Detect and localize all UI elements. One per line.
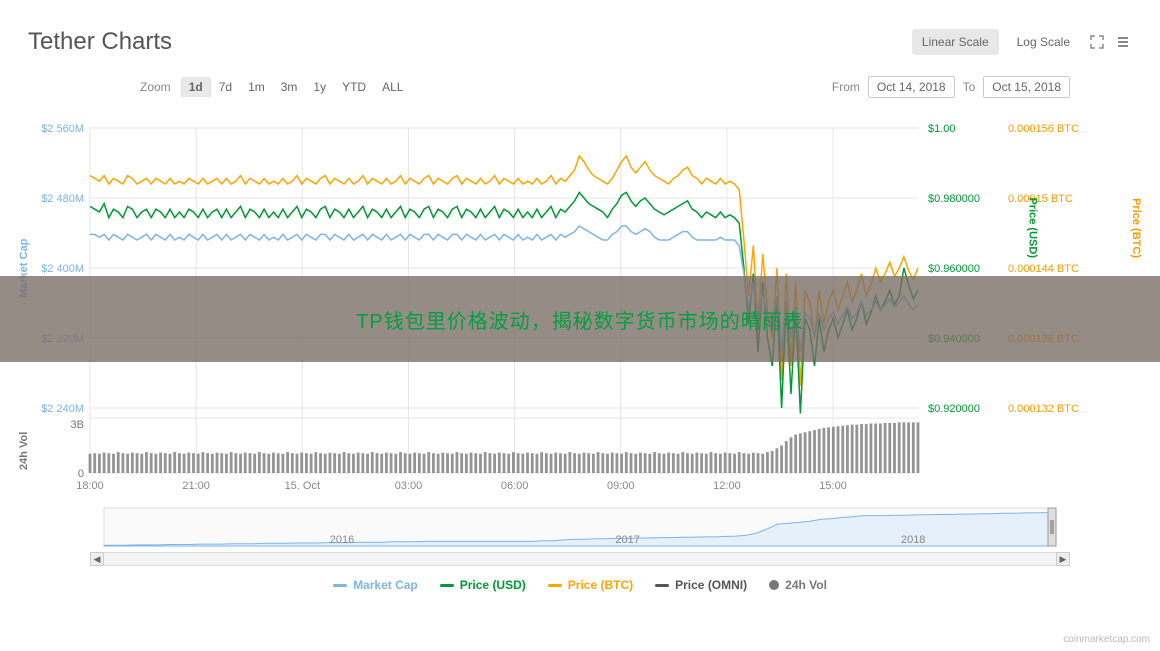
usd-axis-label: Price (USD) [1027,197,1039,258]
svg-text:03:00: 03:00 [395,480,423,492]
svg-text:0.00015 BTC: 0.00015 BTC [1008,193,1073,205]
zoom-1y-button[interactable]: 1y [305,77,334,97]
to-date-input[interactable]: Oct 15, 2018 [983,76,1070,98]
svg-text:$1.00: $1.00 [928,123,956,135]
fullscreen-icon[interactable] [1088,33,1106,51]
zoom-all-button[interactable]: ALL [374,77,411,97]
nav-right-arrow-icon[interactable]: ▶ [1056,552,1070,566]
zoom-7d-button[interactable]: 7d [211,77,240,97]
volume-axis-label: 24h Vol [18,432,30,470]
svg-text:$2 400M: $2 400M [41,263,84,275]
svg-text:0.000144 BTC: 0.000144 BTC [1008,263,1079,275]
svg-text:18:00: 18:00 [76,480,104,492]
overlay-text: TP钱包里价格波动，揭秘数字货币市场的晴雨表 [356,305,804,334]
zoom-1d-button[interactable]: 1d [181,77,211,97]
svg-text:$2 240M: $2 240M [41,403,84,415]
zoom-ytd-button[interactable]: YTD [334,77,374,97]
navigator-chart[interactable]: 2016 2017 2018 ◀ ▶ [90,506,1070,566]
svg-text:12:00: 12:00 [713,480,741,492]
from-date-input[interactable]: Oct 14, 2018 [868,76,955,98]
watermark: coinmarketcap.com [1063,634,1150,645]
svg-text:3B: 3B [71,419,84,431]
menu-icon[interactable] [1114,33,1132,51]
nav-left-arrow-icon[interactable]: ◀ [90,552,104,566]
svg-text:2018: 2018 [901,534,925,546]
linear-scale-button[interactable]: Linear Scale [912,29,999,55]
svg-text:2016: 2016 [330,534,354,546]
legend-24h-vol[interactable]: 24h Vol [769,578,827,592]
legend-price-usd-[interactable]: Price (USD) [440,578,526,592]
log-scale-button[interactable]: Log Scale [1007,29,1080,55]
zoom-1m-button[interactable]: 1m [240,77,273,97]
svg-text:$0.960000: $0.960000 [928,263,980,275]
overlay-banner: TP钱包里价格波动，揭秘数字货币市场的晴雨表 [0,276,1160,362]
svg-text:15:00: 15:00 [819,480,847,492]
from-label: From [832,80,860,94]
to-label: To [963,80,976,94]
svg-text:21:00: 21:00 [182,480,210,492]
svg-text:0.000132 BTC: 0.000132 BTC [1008,403,1079,415]
svg-text:06:00: 06:00 [501,480,529,492]
btc-axis-label: Price (BTC) [1130,198,1142,258]
legend: Market Cap Price (USD) Price (BTC) Price (O… [0,566,1160,598]
date-range: From Oct 14, 2018 To Oct 15, 2018 [832,76,1070,98]
svg-text:2017: 2017 [615,534,639,546]
svg-text:15. Oct: 15. Oct [285,480,320,492]
svg-text:09:00: 09:00 [607,480,635,492]
legend-price-btc-[interactable]: Price (BTC) [548,578,633,592]
svg-text:$2 480M: $2 480M [41,193,84,205]
svg-text:$0.980000: $0.980000 [928,193,980,205]
svg-text:$0.920000: $0.920000 [928,403,980,415]
page-title: Tether Charts [28,28,172,56]
legend-market-cap[interactable]: Market Cap [333,578,418,592]
svg-text:0: 0 [78,468,84,480]
zoom-3m-button[interactable]: 3m [273,77,306,97]
svg-text:$2 560M: $2 560M [41,123,84,135]
legend-price-omni-[interactable]: Price (OMNI) [655,578,747,592]
zoom-controls: Zoom 1d7d1m3m1yYTDALL [140,80,411,94]
svg-text:0.000156 BTC: 0.000156 BTC [1008,123,1079,135]
zoom-label: Zoom [140,80,171,94]
